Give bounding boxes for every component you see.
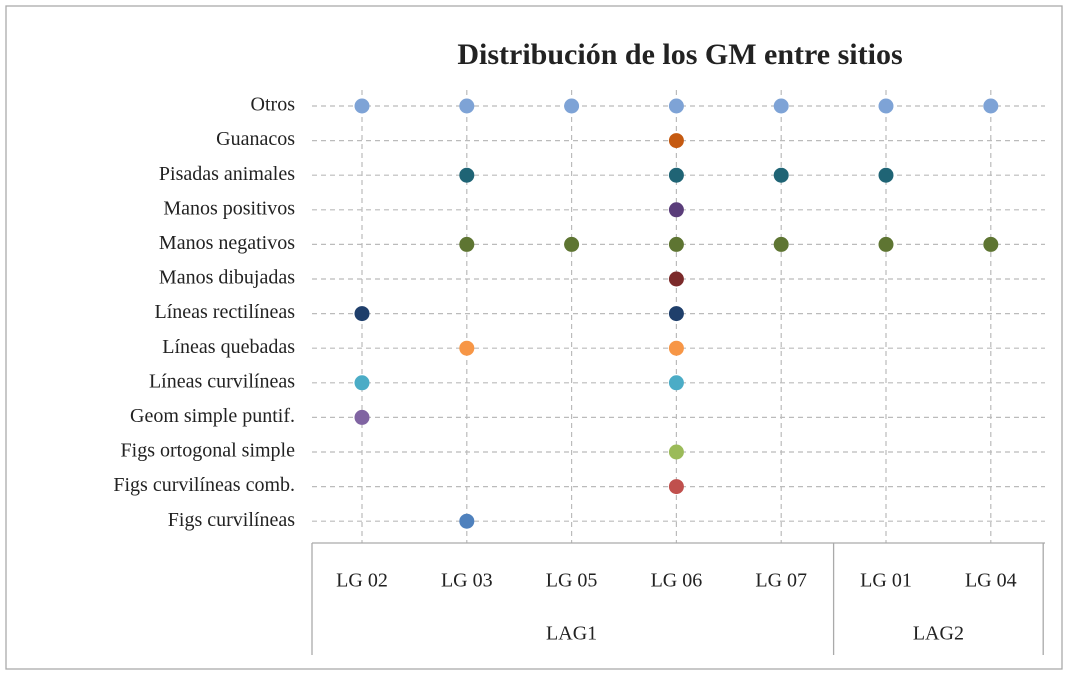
dot <box>668 479 684 495</box>
x-tick-label: LG 05 <box>546 570 598 592</box>
x-tick-label: LG 04 <box>965 570 1017 592</box>
dot <box>354 409 370 425</box>
group-label: LAG1 <box>546 623 597 645</box>
y-tick-label: Manos dibujadas <box>159 267 295 289</box>
dot <box>983 98 999 114</box>
y-tick-label: Manos negativos <box>159 232 295 254</box>
dot <box>668 167 684 183</box>
x-tick-label: LG 02 <box>336 570 388 592</box>
dot <box>459 98 475 114</box>
dot <box>564 236 580 252</box>
y-tick-label: Otros <box>251 94 296 116</box>
y-tick-label: Pisadas animales <box>159 163 295 185</box>
dot <box>668 202 684 218</box>
dot <box>668 306 684 322</box>
dot <box>354 306 370 322</box>
chart-title: Distribución de los GM entre sitios <box>457 38 902 71</box>
dot <box>668 236 684 252</box>
y-tick-label: Geom simple puntif. <box>130 405 295 427</box>
dot <box>459 167 475 183</box>
dot <box>668 271 684 287</box>
x-tick-label: LG 03 <box>441 570 493 592</box>
outer-frame <box>5 5 1063 670</box>
dot <box>668 444 684 460</box>
x-tick-label: LG 07 <box>755 570 807 592</box>
y-tick-label: Líneas quebadas <box>162 336 295 358</box>
dot <box>459 236 475 252</box>
dot <box>773 236 789 252</box>
dot <box>354 375 370 391</box>
dot <box>459 340 475 356</box>
y-tick-label: Líneas rectilíneas <box>155 301 296 323</box>
y-tick-label: Figs curvilíneas <box>168 509 295 531</box>
y-tick-label: Guanacos <box>216 128 295 150</box>
dot <box>773 167 789 183</box>
dot <box>668 375 684 391</box>
y-tick-label: Manos positivos <box>163 197 295 219</box>
dot <box>773 98 789 114</box>
group-label: LAG2 <box>913 623 964 645</box>
dot <box>878 236 894 252</box>
dot <box>564 98 580 114</box>
y-tick-label: Líneas curvilíneas <box>149 370 295 392</box>
y-tick-label: Figs ortogonal simple <box>121 440 296 462</box>
dot <box>878 98 894 114</box>
dot <box>668 340 684 356</box>
dot <box>983 236 999 252</box>
dot <box>668 98 684 114</box>
dot <box>459 513 475 529</box>
dot <box>354 98 370 114</box>
x-tick-label: LG 06 <box>651 570 703 592</box>
dot <box>668 133 684 149</box>
dot <box>878 167 894 183</box>
x-tick-label: LG 01 <box>860 570 912 592</box>
y-tick-label: Figs curvilíneas comb. <box>113 474 295 496</box>
